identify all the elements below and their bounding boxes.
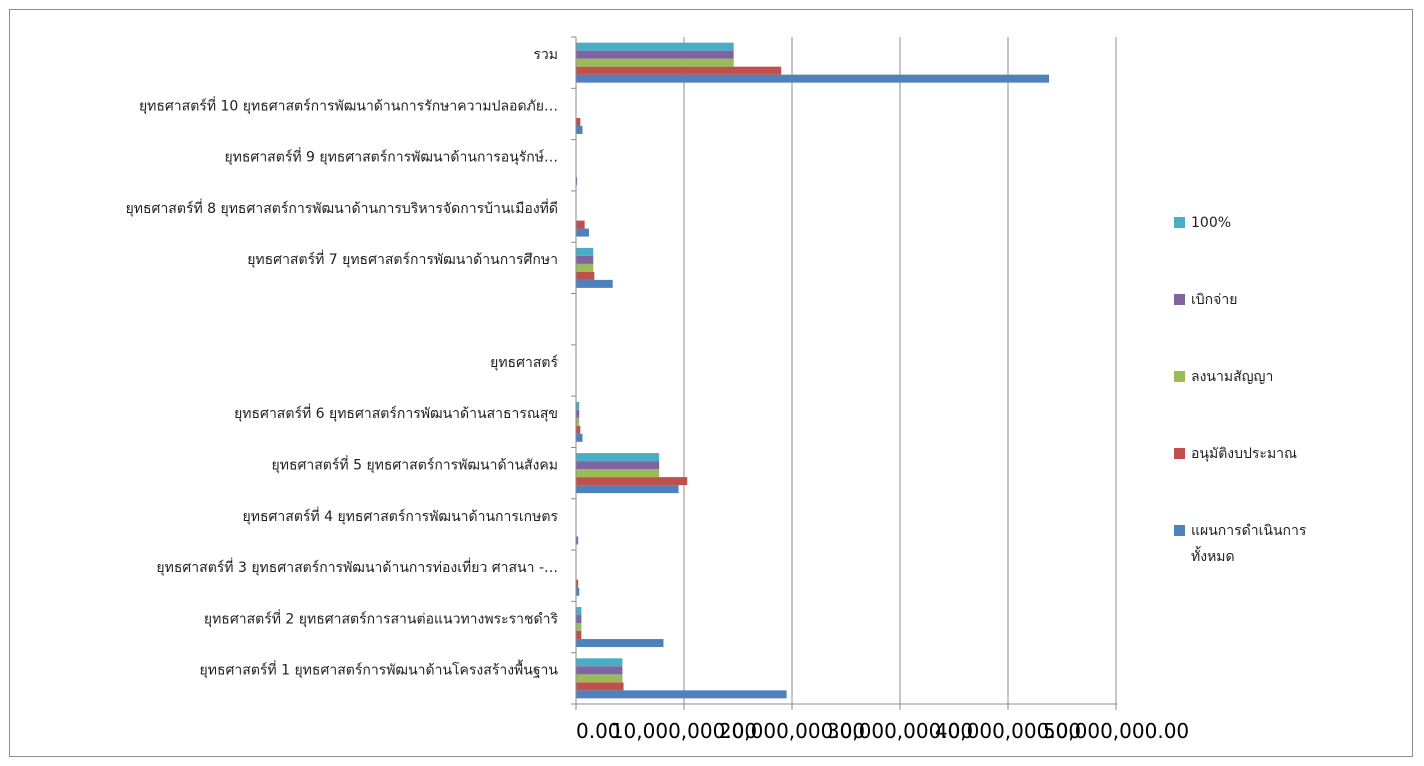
bar [576, 66, 782, 75]
legend-label: 100% [1191, 215, 1231, 231]
category-label: ยุทธศาสตร์ที่ 5 ยุทธศาสตร์การพัฒนาด้านสั… [272, 455, 558, 473]
bar [576, 485, 679, 494]
bar [576, 425, 581, 434]
bar [576, 607, 582, 616]
legend-swatch [1174, 217, 1185, 228]
category-label: ยุทธศาสตร์ที่ 10 ยุทธศาสตร์การพัฒนาด้านก… [139, 96, 558, 114]
bar [576, 658, 623, 667]
category-label: รวม [533, 47, 558, 63]
bar [576, 401, 580, 410]
category-label: ยุทธศาสตร์ที่ 7 ยุทธศาสตร์การพัฒนาด้านกา… [247, 250, 558, 268]
bar [576, 639, 664, 648]
legend: 100% เบิกจ่ายลงนามสัญญาอนุมัติงบประมาณแผน… [1174, 215, 1307, 565]
bar [576, 220, 585, 229]
bar [576, 263, 594, 272]
bar [576, 690, 787, 699]
legend-swatch [1174, 371, 1185, 382]
bar [576, 477, 688, 486]
bar [576, 433, 583, 442]
bar [576, 623, 582, 632]
category-label: ยุทธศาสตร์ [490, 354, 558, 371]
x-tick-label: 30,000,000.00 [827, 719, 973, 743]
axes [571, 36, 1117, 710]
x-tick-label: 10,000,000.00 [611, 719, 757, 743]
legend-label: ทั้งหมด [1191, 546, 1235, 565]
bar [576, 461, 660, 470]
x-tick-label: 20,000,000.00 [719, 719, 865, 743]
bar [576, 666, 623, 675]
bar [576, 674, 623, 683]
bar [576, 74, 1050, 83]
legend-swatch [1174, 525, 1185, 536]
bar-chart: ยุทธศาสตร์ที่ 1 ยุทธศาสตร์การพัฒนาด้านโค… [126, 36, 1307, 743]
bar [576, 579, 579, 588]
category-label: ยุทธศาสตร์ที่ 4 ยุทธศาสตร์การพัฒนาด้านกา… [243, 507, 559, 525]
category-label: ยุทธศาสตร์ที่ 9 ยุทธศาสตร์การพัฒนาด้านกา… [224, 148, 558, 166]
bar [576, 50, 734, 59]
bar [576, 615, 582, 624]
x-tick-label: 50,000,000.00 [1043, 719, 1189, 743]
bar [576, 271, 595, 280]
category-label: ยุทธศาสตร์ที่ 8 ยุทธศาสตร์การพัฒนาด้านกา… [126, 199, 558, 217]
gridlines [683, 37, 1117, 704]
bar [576, 631, 582, 640]
category-labels: ยุทธศาสตร์ที่ 1 ยุทธศาสตร์การพัฒนาด้านโค… [126, 47, 559, 679]
category-label: ยุทธศาสตร์ที่ 2 ยุทธศาสตร์การสานต่อแนวทา… [204, 609, 559, 627]
bar [576, 247, 594, 256]
bar [576, 125, 583, 134]
bar [576, 536, 579, 545]
bar [576, 587, 580, 596]
bar [576, 177, 578, 186]
x-tick-labels: 0.0010,000,000.0020,000,000.0030,000,000… [576, 719, 1189, 743]
category-label: ยุทธศาสตร์ที่ 1 ยุทธศาสตร์การพัฒนาด้านโค… [200, 660, 559, 679]
legend-label: อนุมัติงบประมาณ [1191, 446, 1297, 462]
legend-swatch [1174, 448, 1185, 459]
legend-swatch [1174, 294, 1185, 305]
bar [576, 255, 594, 264]
bars [576, 42, 1050, 699]
category-label: ยุทธศาสตร์ที่ 6 ยุทธศาสตร์การพัฒนาด้านสา… [234, 404, 558, 422]
legend-label: ลงนามสัญญา [1191, 369, 1273, 385]
bar [576, 453, 660, 462]
bar [576, 117, 581, 126]
bar [576, 228, 589, 237]
legend-label: เบิกจ่าย [1191, 292, 1237, 308]
bar [576, 58, 734, 67]
category-label: ยุทธศาสตร์ที่ 3 ยุทธศาสตร์การพัฒนาด้านกา… [156, 558, 558, 576]
bar [576, 279, 613, 288]
chart-frame: ยุทธศาสตร์ที่ 1 ยุทธศาสตร์การพัฒนาด้านโค… [9, 9, 1413, 757]
x-tick-label: 40,000,000.00 [935, 719, 1081, 743]
x-tick-label: 0.00 [576, 719, 621, 743]
bar [576, 42, 734, 51]
bar [576, 409, 580, 418]
bar [576, 417, 580, 426]
bar [576, 469, 660, 478]
bar [576, 682, 624, 691]
legend-label: แผนการดำเนินการ [1191, 523, 1307, 539]
